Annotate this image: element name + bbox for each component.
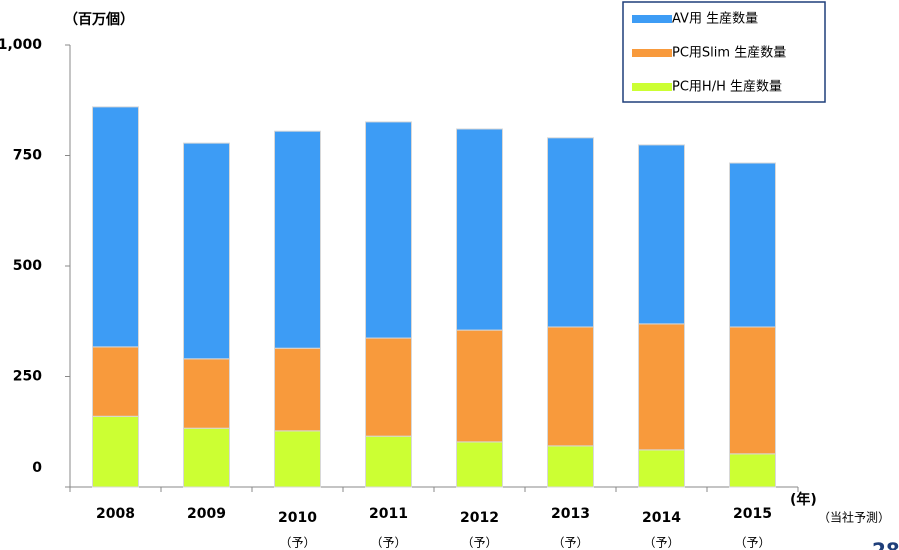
- x-unit-label: (年): [790, 491, 817, 508]
- legend-swatch: [632, 49, 672, 57]
- x-sublabel: （予）: [734, 536, 770, 550]
- y-tick-label: 0: [32, 460, 42, 476]
- legend-swatch: [632, 15, 672, 23]
- x-sublabel: （予）: [370, 536, 406, 550]
- x-tick-label: 2014: [642, 510, 681, 526]
- bar-segment: [365, 337, 412, 437]
- y-tick-label: 500: [13, 258, 42, 274]
- legend-swatch: [632, 83, 672, 91]
- y-tick-label: 750: [13, 148, 42, 164]
- x-sublabel: （予）: [552, 536, 588, 550]
- bar-segment: [183, 142, 230, 360]
- bar-segment: [92, 415, 139, 488]
- legend-label: AV用 生産数量: [672, 11, 758, 27]
- bar-segment: [183, 427, 230, 488]
- bar-segment: [365, 435, 412, 488]
- bar-segment: [456, 128, 503, 331]
- bar-segment: [274, 347, 321, 432]
- bar-segment: [547, 445, 594, 488]
- bar-segment: [274, 130, 321, 349]
- legend-label: PC用Slim 生産数量: [672, 45, 786, 61]
- bar-segment: [183, 358, 230, 429]
- x-tick-label: 2008: [96, 506, 135, 522]
- y-tick-label: 250: [13, 369, 42, 385]
- x-sublabel: （予）: [279, 536, 315, 550]
- y-unit-label: （百万個）: [64, 11, 134, 28]
- bar-segment: [638, 449, 685, 488]
- bar-segment: [729, 453, 776, 488]
- bar-segment: [456, 329, 503, 443]
- x-sublabel: （予）: [643, 536, 679, 550]
- bar-segment: [456, 441, 503, 488]
- bar-segment: [729, 162, 776, 328]
- x-sublabel: （予）: [461, 536, 497, 550]
- bar-segment: [547, 326, 594, 447]
- bar-segment: [274, 430, 321, 488]
- bar-segment: [638, 323, 685, 451]
- bar-segment: [729, 326, 776, 455]
- x-tick-label: 2011: [369, 506, 408, 522]
- x-tick-label: 2009: [187, 506, 226, 522]
- bar-segment: [92, 346, 139, 417]
- x-tick-label: 2012: [460, 510, 499, 526]
- x-tick-label: 2013: [551, 506, 590, 522]
- bar-segment: [92, 106, 139, 348]
- page-number: 28: [872, 539, 899, 550]
- bar-segment: [638, 144, 685, 325]
- bar-segment: [547, 137, 594, 328]
- forecast-note: （当社予測）: [818, 510, 890, 525]
- y-tick-label: 1,000: [0, 37, 42, 53]
- x-tick-label: 2015: [733, 506, 772, 522]
- x-tick-label: 2010: [278, 510, 317, 526]
- legend-label: PC用H/H 生産数量: [672, 79, 782, 95]
- bar-segment: [365, 121, 412, 339]
